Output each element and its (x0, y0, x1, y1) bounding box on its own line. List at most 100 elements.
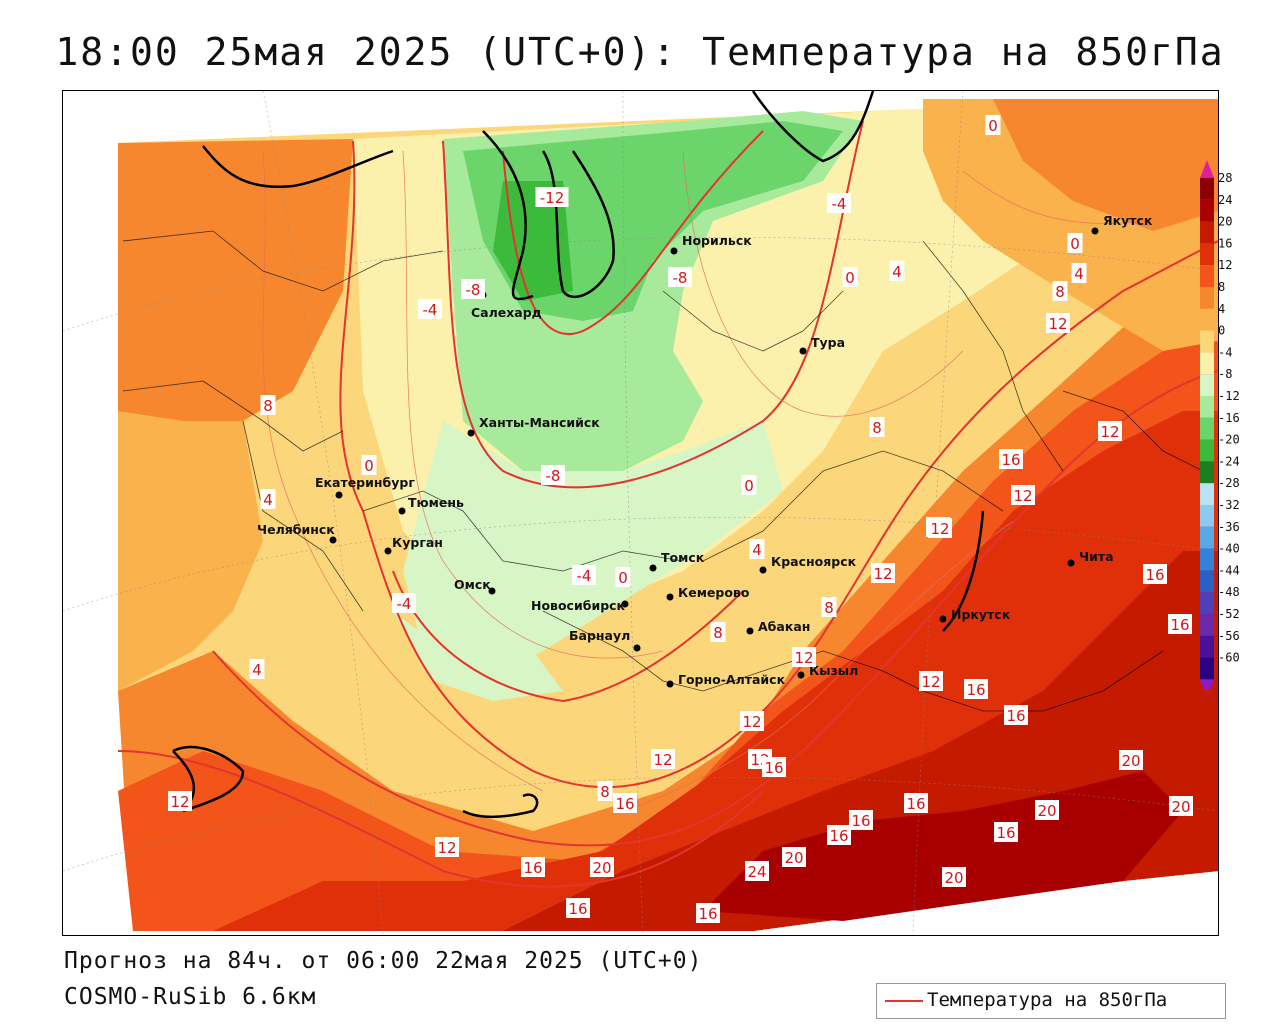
city-label: Тура (811, 335, 845, 350)
isotherm-label: 16 (994, 822, 1018, 842)
svg-text:4: 4 (1074, 265, 1084, 283)
isotherm-label: -4 (418, 299, 442, 319)
scale-tick-label: -32 (1218, 498, 1240, 512)
city-marker (398, 507, 406, 515)
isotherm-label: 16 (696, 903, 720, 923)
scale-tick-label: -16 (1218, 411, 1240, 425)
isotherm-label: 8 (710, 622, 726, 642)
svg-text:4: 4 (752, 541, 762, 559)
isotherm-label: 12 (1046, 313, 1070, 333)
svg-text:-4: -4 (832, 195, 847, 213)
scale-top-cap (1200, 160, 1214, 178)
scale-swatch (1200, 221, 1214, 244)
svg-text:0: 0 (845, 269, 855, 287)
city-label: Новосибирск (531, 598, 626, 613)
isotherm-label: 0 (985, 115, 1001, 135)
legend-box: Температура на 850гПа (876, 983, 1226, 1019)
scale-swatch (1200, 439, 1214, 462)
scale-tick-label: -20 (1218, 433, 1240, 447)
isotherm-label: 24 (745, 861, 769, 881)
city-marker (759, 566, 767, 574)
isotherm-labels-layer: -12-8-8-8-4-4-4-400000044444888888121212… (168, 115, 1193, 923)
city-label: Красноярск (771, 554, 857, 569)
svg-text:20: 20 (944, 869, 963, 887)
city-marker (666, 593, 674, 601)
isotherm-label: 0 (842, 267, 858, 287)
isotherm-label: 12 (871, 563, 895, 583)
isotherm-label: -4 (392, 593, 416, 613)
scale-swatch (1200, 505, 1214, 527)
svg-text:12: 12 (794, 649, 813, 667)
isotherm-label: 8 (260, 395, 276, 415)
city-marker (621, 600, 629, 608)
city-label: Барнаул (569, 628, 630, 643)
scale-swatch (1200, 396, 1214, 418)
isotherm-label: 16 (613, 793, 637, 813)
isotherm-label: 8 (1052, 281, 1068, 301)
svg-text:16: 16 (906, 795, 925, 813)
svg-text:0: 0 (744, 477, 754, 495)
scale-swatch (1200, 483, 1214, 505)
svg-text:0: 0 (1070, 235, 1080, 253)
city-marker (746, 627, 754, 635)
city-marker (670, 247, 678, 255)
scale-tick-label: 24 (1218, 193, 1232, 207)
isotherm-label: 20 (942, 867, 966, 887)
admin-borders (122, 230, 1204, 712)
svg-text:0: 0 (618, 569, 628, 587)
scale-swatch (1200, 178, 1214, 200)
svg-text:12: 12 (921, 673, 940, 691)
scale-swatch (1200, 526, 1214, 549)
map-panel: Норильск Якутск Салехард Тура Ханты-Мансийск… (62, 90, 1219, 936)
scale-tick-label: -56 (1218, 629, 1240, 643)
svg-text:12: 12 (1048, 315, 1067, 333)
svg-text:16: 16 (829, 827, 848, 845)
isotherm-label: 20 (590, 857, 614, 877)
scale-swatch (1200, 374, 1214, 396)
isotherm-label: 8 (869, 417, 885, 437)
isotherm-label: 12 (1098, 421, 1122, 441)
isotherm-label: -8 (541, 465, 565, 485)
scale-tick-label: -40 (1218, 542, 1240, 556)
color-scale: 28 24 20 16 12 8 4 0 -4 -8 -12 -16 -20 -24 -28 -32 -36 -4… (1200, 160, 1240, 690)
scale-swatch (1200, 635, 1214, 658)
svg-text:16: 16 (851, 812, 870, 830)
svg-text:12: 12 (653, 751, 672, 769)
city-label: Салехард (471, 305, 542, 320)
cities-layer: Норильск Якутск Салехард Тура Ханты-Мансийск… (257, 213, 1153, 688)
city-marker (797, 671, 805, 679)
scale-tick-label: -44 (1218, 563, 1240, 577)
svg-text:12: 12 (170, 793, 189, 811)
scale-swatch (1200, 199, 1214, 222)
scale-swatch (1200, 548, 1214, 571)
svg-text:16: 16 (615, 795, 634, 813)
city-label: Ханты-Мансийск (479, 415, 600, 430)
isotherm-label: 16 (1004, 705, 1028, 725)
scale-tick-label: -36 (1218, 520, 1240, 534)
coastlines (172, 91, 985, 819)
scale-swatch (1200, 308, 1214, 331)
city-label: Горно-Алтайск (678, 672, 786, 687)
city-marker (939, 615, 947, 623)
isotherm-label: -4 (572, 565, 596, 585)
isotherm-label: 12 (1011, 485, 1035, 505)
isotherm-label: 16 (762, 757, 786, 777)
isotherm-label: 12 (168, 791, 192, 811)
isotherm-label: 4 (1071, 263, 1087, 283)
isotherm-thin-lines (262, 150, 1144, 812)
city-label: Курган (392, 535, 443, 550)
isotherm-label: 16 (1143, 564, 1167, 584)
scale-swatch (1200, 330, 1214, 353)
isotherm-label: 16 (904, 793, 928, 813)
isotherm-label: 8 (821, 597, 837, 617)
svg-text:-4: -4 (397, 595, 412, 613)
isotherm-label: 0 (1067, 233, 1083, 253)
isotherm-label: -4 (827, 193, 851, 213)
scale-tick-label: 12 (1218, 258, 1232, 272)
city-label: Чита (1079, 549, 1114, 564)
city-label: Иркутск (951, 607, 1011, 622)
scale-tick-label: 20 (1218, 215, 1232, 229)
isotherm-label: 20 (1035, 800, 1059, 820)
svg-text:8: 8 (1055, 283, 1065, 301)
isotherm-label: 12 (435, 837, 459, 857)
